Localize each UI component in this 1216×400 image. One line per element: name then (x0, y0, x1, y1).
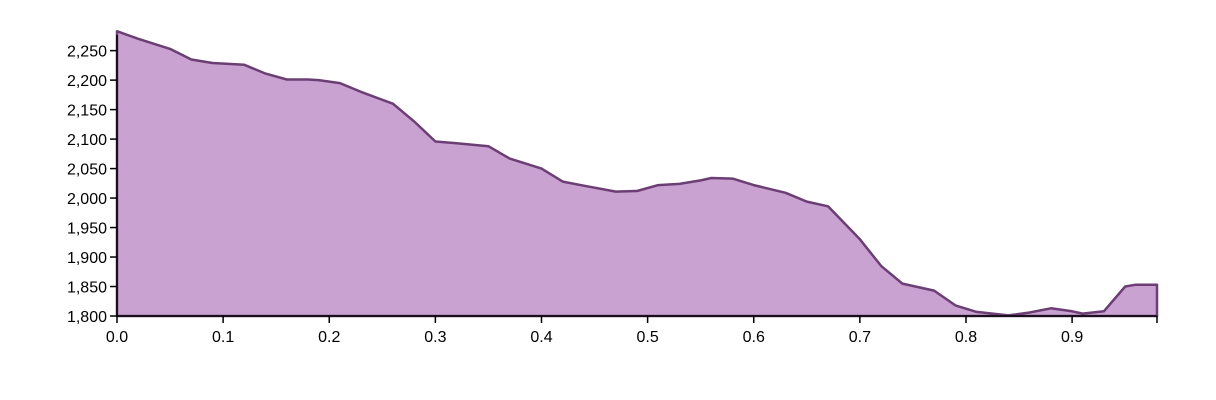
y-tick-label: 1,850 (67, 280, 107, 297)
x-tick-label: 0.0 (106, 329, 128, 346)
y-axis-ticks: 1,800 1,850 1,900 1,950 2,000 2,050 2,100 2,150… (67, 44, 117, 326)
y-tick-label: 2,150 (67, 103, 107, 120)
y-tick-label: 2,250 (67, 44, 107, 61)
x-tick-label: 0.9 (1061, 329, 1083, 346)
area-series (115, 29, 1159, 318)
y-tick-label: 2,050 (67, 162, 107, 179)
x-tick-label: 0.2 (318, 329, 340, 346)
axes: 0.0 0.1 0.2 0.3 0.4 0.5 0.6 0.7 0.8 0.9 1,800 1,85… (67, 35, 1158, 346)
x-tick-label: 0.8 (955, 329, 977, 346)
x-tick-label: 0.5 (636, 329, 658, 346)
y-tick-label: 2,000 (67, 191, 107, 208)
x-tick-label: 0.3 (424, 329, 446, 346)
y-tick-label: 1,950 (67, 221, 107, 238)
y-tick-label: 1,800 (67, 309, 107, 326)
y-tick-label: 2,100 (67, 132, 107, 149)
y-tick-label: 1,900 (67, 250, 107, 267)
x-tick-label: 0.1 (212, 329, 234, 346)
x-tick-label: 0.7 (849, 329, 871, 346)
x-tick-label: 0.4 (530, 329, 552, 346)
y-tick-label: 2,200 (67, 73, 107, 90)
x-tick-label: 0.6 (743, 329, 765, 346)
x-axis-ticks: 0.0 0.1 0.2 0.3 0.4 0.5 0.6 0.7 0.8 0.9 (106, 316, 1158, 346)
